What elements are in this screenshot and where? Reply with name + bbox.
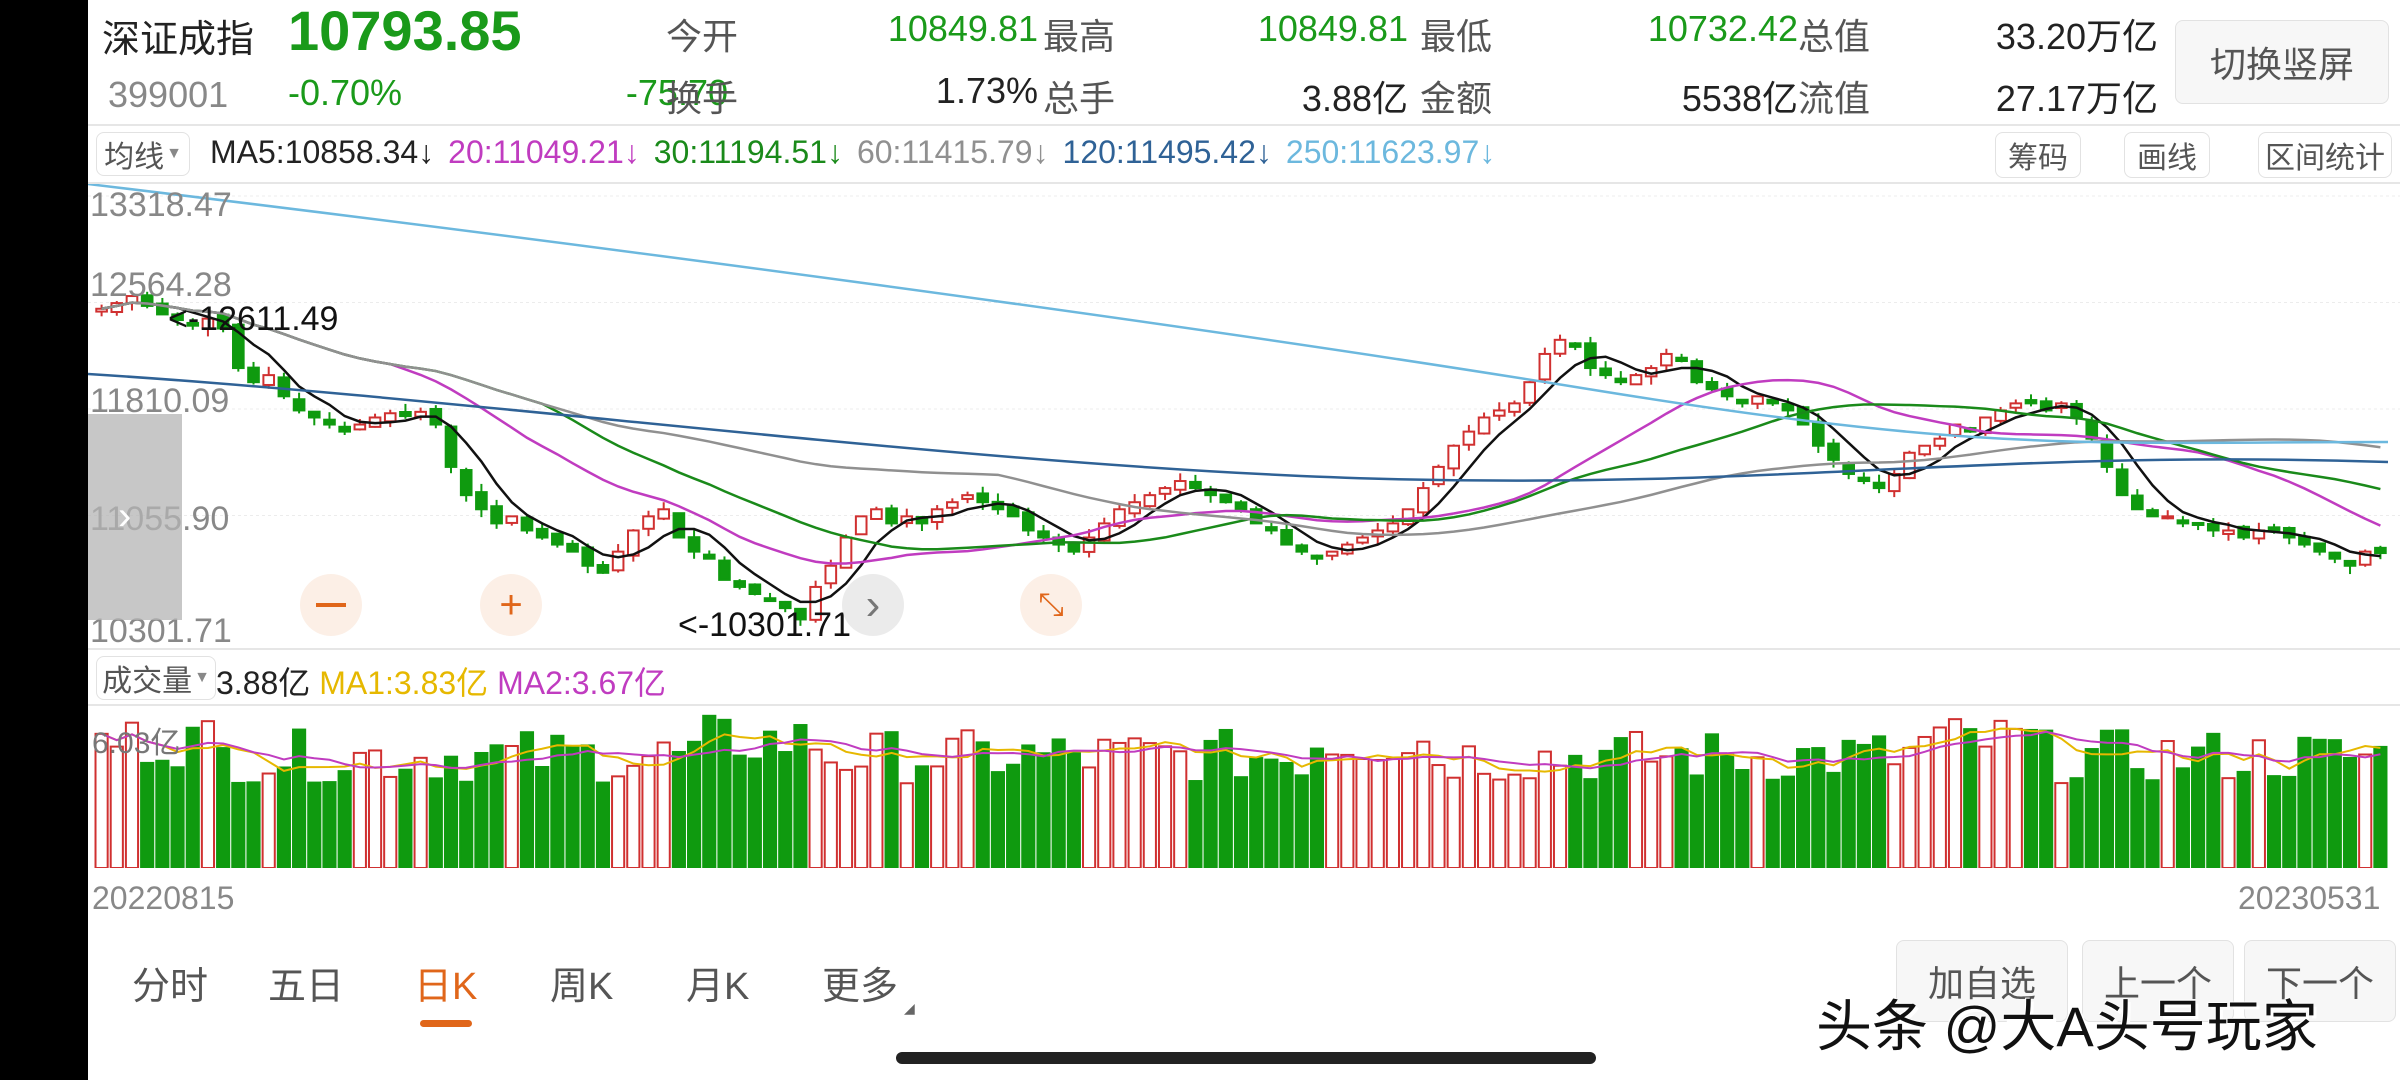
stat-value: 5538亿 <box>1681 78 1798 119</box>
tab-5[interactable]: 更多 <box>822 966 899 1008</box>
volume-selector-label: 成交量 <box>102 665 193 698</box>
stat-value: 33.20万亿 <box>1995 16 2158 57</box>
ma-value-4: 120:11495.42↓ <box>1062 134 1272 170</box>
plus-icon: + <box>499 582 523 627</box>
ma-selector-label: 均线 <box>104 141 165 174</box>
index-name: 深证成指 <box>102 19 255 61</box>
switch-portrait-button[interactable]: 切换竖屏 <box>2175 20 2389 104</box>
index-code: 399001 <box>108 74 229 115</box>
stat-label: 金额 <box>1420 78 1493 119</box>
range-stats-button[interactable]: 区间统计 <box>2258 132 2392 178</box>
volume-values: 3.88亿 MA1:3.83亿 MA2:3.67亿 <box>216 658 666 704</box>
dropdown-triangle-icon: ▼ <box>194 669 210 686</box>
ma-value-0: MA5:10858.34↓ <box>210 134 435 170</box>
price-axis-label: 12564.28 <box>90 266 232 304</box>
zoom-out-button[interactable] <box>300 574 362 636</box>
next-button[interactable]: 下一个 <box>2244 940 2396 1022</box>
volume-ma2: MA2:3.67亿 <box>497 665 667 701</box>
tab-3[interactable]: 周K <box>550 966 614 1008</box>
candlestick-chart[interactable] <box>88 184 2400 648</box>
stat-label: 换手 <box>666 78 739 119</box>
date-end: 20230531 <box>2238 880 2381 916</box>
zoom-in-button[interactable]: + <box>480 574 542 636</box>
previous-button[interactable]: 上一个 <box>2082 940 2234 1022</box>
low-annotation: <-10301.71 <box>678 606 851 644</box>
stat-label: 最高 <box>1043 16 1116 57</box>
high-annotation: <-12611.49 <box>168 300 339 338</box>
stat-label: 总值 <box>1798 16 1871 57</box>
stat-value: 27.17万亿 <box>1995 78 2158 119</box>
change-percent: -0.70% <box>288 72 403 113</box>
stat-label: 总手 <box>1043 78 1116 119</box>
home-indicator[interactable] <box>896 1052 1596 1064</box>
stat-value: 10732.42 <box>1647 8 1798 49</box>
current-price: 10793.85 <box>288 0 522 62</box>
change-amount: -75.70 <box>625 72 728 113</box>
chevron-right-icon: › <box>865 580 881 629</box>
ma-value-2: 30:11194.51↓ <box>653 134 843 170</box>
scroll-right-button[interactable]: › <box>842 574 904 636</box>
volume-axis-max: 6.03亿 <box>92 727 181 760</box>
ma-value-5: 250:11623.97↓ <box>1285 134 1496 170</box>
volume-value: 3.88亿 <box>216 665 311 701</box>
left-drag-handle[interactable]: › <box>88 414 182 620</box>
chevron-right-icon: › <box>118 494 132 538</box>
price-axis-label: 11810.09 <box>90 382 230 420</box>
stat-value: 10849.81 <box>887 8 1038 49</box>
ma-value-3: 60:11415.79↓ <box>856 134 1049 170</box>
ma-value-1: 20:11049.21↓ <box>448 134 640 170</box>
active-tab-underline <box>420 1020 472 1027</box>
stock-kline-screen: 深证成指 10793.85 399001 -0.70% -75.70 今开 108… <box>88 0 2400 1080</box>
stat-label: 今开 <box>666 16 739 57</box>
tab-0[interactable]: 分时 <box>132 966 209 1008</box>
add-watchlist-button[interactable]: 加自选 <box>1896 940 2068 1022</box>
stat-value: 10849.81 <box>1257 8 1408 49</box>
volume-selector[interactable]: 成交量 ▼ <box>96 656 216 700</box>
watermark: 头条 @大A头号玩家 <box>1816 995 2318 1058</box>
collapse-arrows-icon: ⤡ <box>1038 586 1064 622</box>
tab-1[interactable]: 五日 <box>268 966 345 1008</box>
date-start: 20220815 <box>92 880 235 916</box>
stat-label: 最低 <box>1420 16 1493 57</box>
volume-chart[interactable] <box>88 706 2400 868</box>
dropdown-triangle-icon: ▼ <box>166 145 182 162</box>
stat-value: 1.73% <box>935 70 1038 111</box>
more-triangle-icon: ◢ <box>904 1000 915 1016</box>
volume-ma1: MA1:3.83亿 <box>319 665 489 701</box>
tab-2[interactable]: 日K <box>414 966 478 1008</box>
price-axis-label: 13318.47 <box>90 186 232 224</box>
stat-value: 3.88亿 <box>1301 78 1408 119</box>
chip-button[interactable]: 筹码 <box>1995 132 2081 178</box>
minus-icon <box>316 603 346 607</box>
ma-selector[interactable]: 均线 ▼ <box>96 132 190 176</box>
collapse-button[interactable]: ⤡ <box>1020 574 1082 636</box>
tab-4[interactable]: 月K <box>686 966 750 1008</box>
ma-values: MA5:10858.34↓ 20:11049.21↓ 30:11194.51↓ 60:… <box>210 134 1509 171</box>
stat-label: 流值 <box>1798 78 1871 119</box>
draw-line-button[interactable]: 画线 <box>2124 132 2210 178</box>
